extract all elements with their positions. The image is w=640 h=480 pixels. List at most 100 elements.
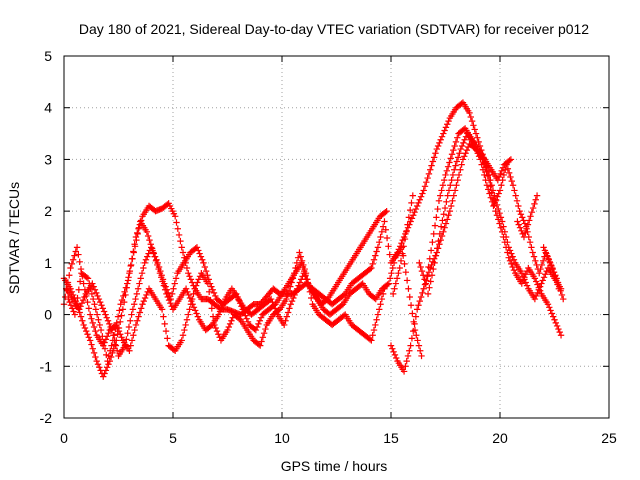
- data-point: [447, 202, 455, 210]
- data-point: [510, 256, 518, 263]
- series-trace-b: [60, 140, 565, 375]
- y-axis-label: SDTVAR / TECUs: [6, 182, 22, 294]
- data-point: [284, 309, 292, 316]
- data-point: [472, 130, 480, 137]
- data-point: [139, 301, 146, 308]
- data-point: [521, 274, 528, 281]
- data-point: [518, 270, 525, 277]
- data-point: [127, 317, 134, 324]
- data-point: [474, 134, 481, 141]
- data-point: [87, 285, 94, 292]
- data-point: [295, 282, 302, 289]
- data-point: [99, 305, 107, 312]
- data-point: [456, 150, 463, 157]
- data-point: [412, 205, 420, 213]
- data-point: [450, 146, 457, 154]
- data-point: [417, 193, 425, 200]
- data-point: [118, 334, 125, 341]
- data-point: [432, 252, 440, 259]
- data-point: [400, 252, 407, 259]
- data-point: [442, 124, 450, 131]
- data-point: [473, 146, 480, 154]
- data-point: [167, 299, 174, 307]
- data-point: [286, 305, 293, 312]
- data-point: [194, 279, 201, 286]
- data-point: [415, 302, 422, 309]
- data-point: [105, 352, 113, 360]
- data-point: [525, 233, 532, 241]
- data-point: [527, 213, 534, 220]
- data-point: [466, 109, 473, 117]
- data-point: [97, 326, 105, 334]
- data-point: [98, 302, 105, 309]
- data-point: [191, 285, 198, 292]
- data-point: [208, 305, 216, 312]
- data-point: [210, 289, 218, 297]
- data-point: [526, 217, 533, 224]
- data-point: [485, 186, 492, 193]
- data-point: [425, 170, 433, 178]
- data-point: [154, 261, 161, 269]
- data-point: [413, 202, 421, 210]
- data-point: [547, 307, 554, 314]
- data-point: [366, 336, 374, 343]
- data-point: [219, 302, 226, 309]
- data-point: [195, 276, 202, 283]
- data-point: [208, 283, 215, 290]
- data-point: [499, 176, 506, 184]
- data-point: [91, 286, 99, 293]
- data-point: [553, 322, 561, 330]
- data-point: [419, 289, 426, 297]
- data-point: [78, 299, 86, 307]
- data-point: [186, 294, 194, 302]
- data-point: [496, 187, 504, 194]
- data-point: [495, 190, 502, 197]
- y-tick-label: 4: [44, 100, 52, 116]
- y-tick-label: -1: [40, 358, 53, 374]
- grid-layer: [64, 56, 609, 418]
- data-point: [402, 363, 409, 370]
- data-point: [454, 134, 461, 141]
- data-point: [93, 311, 101, 318]
- data-point: [538, 261, 546, 269]
- data-point: [129, 306, 137, 313]
- data-point: [442, 220, 450, 227]
- data-point: [66, 298, 73, 306]
- data-point: [498, 182, 505, 189]
- data-point: [287, 301, 294, 308]
- data-point: [260, 329, 268, 337]
- data-point: [127, 261, 135, 269]
- data-point: [303, 276, 310, 283]
- data-point: [435, 237, 442, 245]
- data-point: [100, 339, 107, 346]
- data-point: [296, 279, 304, 286]
- data-point: [417, 293, 425, 301]
- data-point: [439, 182, 447, 189]
- data-point: [494, 193, 501, 200]
- data-point: [193, 310, 200, 317]
- data-point: [291, 291, 298, 299]
- x-tick-label: 10: [274, 430, 290, 446]
- data-point: [89, 345, 96, 352]
- data-point: [460, 139, 467, 147]
- data-point: [414, 337, 421, 344]
- data-point: [434, 142, 442, 150]
- data-point: [117, 301, 124, 308]
- data-point: [123, 336, 130, 343]
- data-point: [509, 253, 516, 260]
- data-point: [529, 204, 537, 212]
- data-point: [92, 306, 100, 313]
- data-point: [427, 166, 434, 173]
- data-point: [282, 317, 289, 324]
- data-point: [88, 341, 95, 348]
- data-point: [411, 326, 419, 334]
- data-point: [430, 154, 438, 161]
- data-point: [537, 265, 544, 273]
- y-tick-label: 5: [44, 48, 52, 64]
- data-point: [432, 150, 439, 157]
- data-point: [147, 241, 154, 248]
- data-point: [457, 145, 464, 153]
- data-point: [530, 253, 538, 260]
- data-point: [373, 316, 380, 323]
- data-point: [509, 263, 516, 271]
